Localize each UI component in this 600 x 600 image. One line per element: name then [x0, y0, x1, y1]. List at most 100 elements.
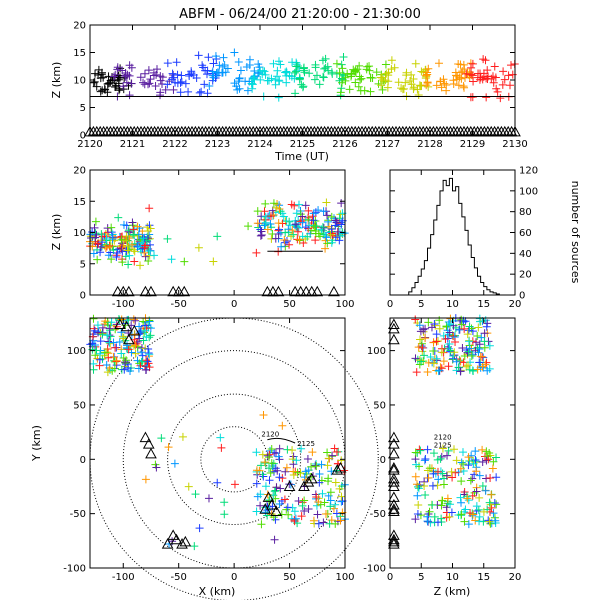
source-point	[459, 60, 468, 69]
source-point	[269, 513, 278, 522]
source-point	[415, 321, 424, 330]
source-point	[290, 68, 299, 77]
source-point	[244, 222, 253, 231]
source-point	[190, 542, 199, 551]
source-point	[303, 454, 312, 463]
source-point	[475, 75, 484, 84]
source-point	[261, 482, 270, 491]
source-point	[135, 322, 144, 331]
source-point	[127, 79, 136, 88]
annotation-label: 2125	[434, 442, 452, 450]
source-point	[475, 493, 484, 502]
source-point	[118, 332, 127, 341]
y-tick-label: 15	[73, 48, 86, 59]
source-point	[288, 446, 297, 455]
source-point	[267, 445, 276, 454]
source-point	[468, 93, 477, 102]
source-point	[442, 471, 451, 480]
source-point	[463, 494, 472, 503]
source-point	[300, 68, 309, 77]
source-point	[424, 517, 433, 526]
source-point	[420, 351, 429, 360]
source-point	[500, 75, 509, 84]
source-point	[289, 471, 298, 480]
source-point	[300, 496, 309, 505]
source-point	[488, 464, 497, 473]
source-point	[169, 85, 178, 94]
source-point	[310, 75, 319, 84]
histogram-marks	[408, 177, 500, 295]
station-triangle	[145, 285, 157, 297]
source-point	[465, 456, 474, 465]
source-point	[301, 201, 310, 210]
source-point	[106, 332, 115, 341]
source-point	[311, 60, 320, 69]
source-point	[334, 227, 343, 236]
source-point	[275, 473, 284, 482]
plan-view-panel: 2120 2125 -100 -50 0 50 100 -100 -50 0 50 100 X (k…	[30, 314, 379, 600]
source-point	[89, 314, 98, 323]
source-point	[307, 462, 316, 471]
source-point	[138, 357, 147, 366]
time-height-ylabel: Z (km)	[50, 62, 63, 99]
x-tick-label: 10	[446, 572, 459, 583]
source-point	[474, 69, 483, 78]
source-point	[426, 353, 435, 362]
source-point	[256, 75, 265, 84]
source-point	[145, 246, 154, 255]
source-point	[90, 223, 99, 232]
source-point	[150, 251, 159, 260]
source-point	[297, 512, 306, 521]
histogram-ylabel: number of sources	[569, 181, 582, 284]
source-point	[475, 344, 484, 353]
source-point	[173, 79, 182, 88]
x-tick-label: 0	[387, 299, 393, 310]
source-point	[292, 220, 301, 229]
source-point	[471, 455, 480, 464]
station-triangle	[388, 461, 400, 473]
source-point	[270, 535, 279, 544]
y-tick-label: 20	[519, 270, 532, 281]
source-point	[489, 509, 498, 518]
source-point	[185, 70, 194, 79]
source-point	[478, 445, 487, 454]
source-point	[417, 82, 426, 91]
station-triangle	[114, 318, 126, 330]
source-point	[318, 223, 327, 232]
source-point	[242, 63, 251, 72]
source-point	[424, 318, 433, 327]
source-point	[360, 86, 369, 95]
annotation-label: 2125	[297, 440, 315, 448]
source-point	[90, 77, 99, 86]
source-point	[289, 467, 298, 476]
source-point	[464, 326, 473, 335]
source-point	[319, 73, 328, 82]
source-point	[136, 73, 145, 82]
source-point	[263, 451, 272, 460]
x-height-ylabel: Z (km)	[50, 214, 63, 251]
source-point	[317, 460, 326, 469]
source-point	[417, 67, 426, 76]
y-tick-label: 120	[519, 166, 538, 177]
source-point	[103, 368, 112, 377]
source-point	[459, 459, 468, 468]
source-point	[167, 75, 176, 84]
y-tick-label: 5	[80, 259, 86, 270]
source-point	[203, 66, 212, 75]
source-point	[243, 86, 252, 95]
source-point	[265, 476, 274, 485]
source-point	[107, 223, 116, 232]
source-point	[215, 61, 224, 70]
source-point	[338, 78, 347, 87]
source-point	[241, 77, 250, 86]
source-point	[491, 516, 500, 525]
source-point	[437, 501, 446, 510]
source-point	[141, 241, 150, 250]
source-point	[209, 59, 218, 68]
source-point	[433, 336, 442, 345]
source-point	[144, 345, 153, 354]
source-point	[326, 488, 335, 497]
source-point	[416, 335, 425, 344]
